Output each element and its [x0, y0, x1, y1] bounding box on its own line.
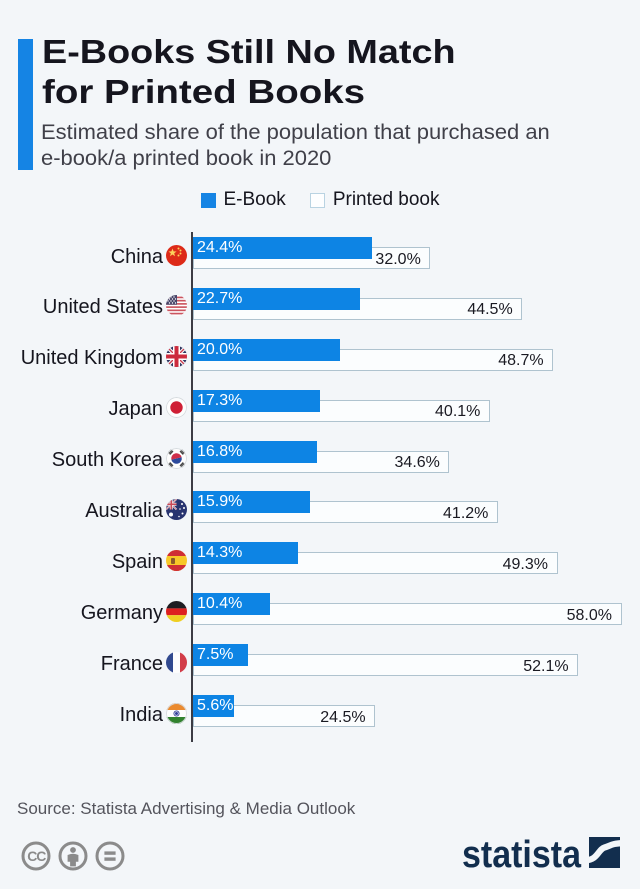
svg-text:statista: statista: [462, 834, 582, 869]
svg-text:CC: CC: [27, 848, 46, 864]
